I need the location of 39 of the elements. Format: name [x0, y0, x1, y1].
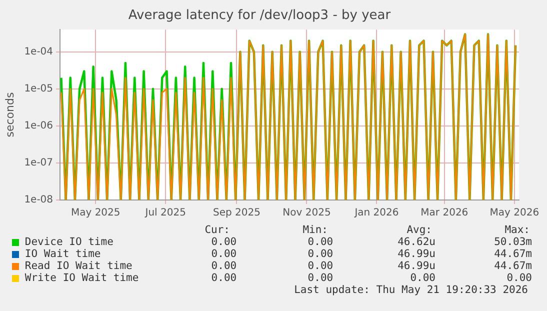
text: 0.00 [306, 236, 334, 248]
text: 0.00 [306, 272, 334, 284]
text: 0.00 [306, 248, 334, 260]
x-tick-label: Nov 2025 [282, 208, 331, 219]
text: 50.03m [493, 236, 532, 248]
text: Cur: [204, 224, 230, 236]
text: 44.67m [493, 248, 532, 260]
y-tick-label: 1e-06 [24, 120, 54, 132]
text: 0.00 [210, 272, 237, 284]
x-tick-label: Jan 2026 [354, 208, 399, 219]
y-tick-label: 1e-08 [24, 194, 54, 206]
text: 0.00 [210, 260, 237, 272]
text: 44.67m [493, 260, 532, 272]
text: 0.00 [409, 272, 436, 284]
text: 0.00 [210, 248, 237, 260]
x-tick-label: May 2025 [70, 208, 120, 219]
text: Last update: Thu May 21 19:20:33 2026 [293, 284, 529, 296]
text: Avg: [406, 224, 432, 236]
y-tick-label: 1e-05 [24, 84, 54, 95]
legend-label: IO Wait time [24, 248, 102, 260]
text: 0.00 [506, 272, 532, 284]
y-tick-label: 1e-07 [24, 158, 54, 169]
legend-label: Write IO Wait time [24, 272, 140, 284]
text: 46.99u [396, 260, 436, 272]
y-axis-title: seconds [3, 92, 16, 138]
text: 0.00 [210, 236, 237, 248]
legend-label: Read IO Wait time [24, 260, 134, 272]
text: 46.62u [396, 236, 436, 248]
text: 46.99u [396, 248, 436, 260]
legend-label: Device IO time [24, 236, 114, 248]
y-tick-label: 1e-04 [24, 46, 54, 58]
x-tick-label: Jul 2025 [144, 208, 186, 219]
text: Min: [302, 224, 328, 236]
text: 0.00 [306, 260, 334, 272]
text: Max: [504, 224, 530, 236]
x-tick-label: Mar 2026 [420, 208, 468, 219]
x-tick-label: Sep 2025 [213, 208, 260, 219]
x-tick-label: May 2026 [490, 208, 540, 219]
chart-title: Average latency for /dev/loop3 - by year [128, 8, 392, 24]
